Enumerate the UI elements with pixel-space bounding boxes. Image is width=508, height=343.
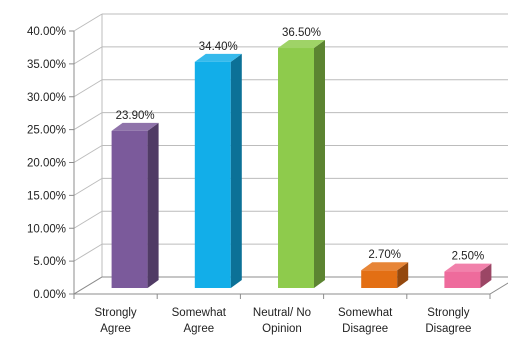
- bar-front: [111, 130, 148, 288]
- bar-front: [278, 48, 314, 289]
- bar-top: [194, 53, 242, 62]
- bar-side: [230, 53, 242, 288]
- data-label: 2.70%: [368, 249, 401, 261]
- bar: [278, 40, 325, 289]
- category-label: Opinion: [262, 323, 302, 335]
- bar: [111, 122, 159, 288]
- bar-side: [314, 40, 325, 289]
- gridline-side: [73, 79, 103, 98]
- bar: [444, 263, 492, 288]
- y-tick-label: 25.00%: [27, 125, 66, 137]
- bar-side: [147, 122, 159, 288]
- category-label: Somewhat: [172, 307, 227, 319]
- data-label: 34.40%: [199, 41, 238, 53]
- category-label: Somewhat: [338, 307, 393, 319]
- category-label: Strongly: [95, 307, 137, 319]
- y-tick-label: 20.00%: [27, 158, 66, 170]
- gridline-side: [73, 177, 103, 196]
- bar: [194, 53, 242, 288]
- y-tick-label: 10.00%: [27, 223, 66, 235]
- y-tick-label: 35.00%: [27, 59, 66, 71]
- bar-top: [444, 263, 492, 272]
- gridline-side: [73, 112, 103, 131]
- bar-top: [278, 40, 325, 49]
- gridline-side: [73, 243, 103, 262]
- bar-front: [361, 270, 398, 288]
- data-label: 23.90%: [116, 110, 155, 122]
- bar-side: [397, 262, 409, 288]
- gridline-side: [73, 210, 103, 229]
- labels: 0.00% 5.00% 10.00% 15.00% 20.00% 25.00% 30.00%…: [27, 26, 484, 335]
- bar-side: [480, 263, 492, 288]
- category-label: Disagree: [342, 323, 388, 335]
- bars: [111, 40, 492, 289]
- axes: [69, 30, 508, 299]
- floor: [72, 276, 508, 295]
- category-label: Disagree: [425, 323, 471, 335]
- bar: [361, 262, 409, 288]
- category-label: Agree: [100, 323, 131, 335]
- y-tick-label: 15.00%: [27, 190, 66, 202]
- y-tick-label: 0.00%: [33, 289, 66, 301]
- data-label: 36.50%: [282, 27, 321, 39]
- category-label: Strongly: [427, 307, 469, 319]
- y-tick-label: 30.00%: [27, 92, 66, 104]
- y-tick-label: 5.00%: [33, 256, 66, 268]
- bar-front: [194, 61, 231, 288]
- gridline-side: [73, 145, 103, 163]
- bar-top: [361, 262, 409, 271]
- gridline-side: [73, 46, 103, 65]
- bar-front: [444, 271, 481, 288]
- y-tick-label: 40.00%: [27, 26, 66, 38]
- category-label: Agree: [183, 323, 214, 335]
- category-label: Neutral/ No: [253, 307, 311, 319]
- bar-top: [111, 122, 159, 131]
- gridline-side: [73, 13, 103, 32]
- data-label: 2.50%: [452, 251, 485, 263]
